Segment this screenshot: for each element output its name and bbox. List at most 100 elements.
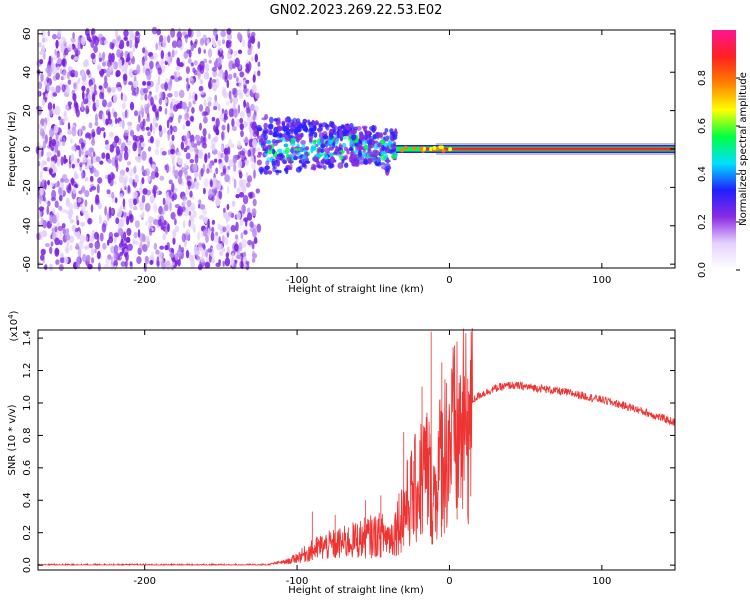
spectrogram-noise-blob — [147, 131, 151, 137]
spectrogram-noise-blob — [82, 98, 89, 105]
spectrogram-noise-blob — [224, 75, 228, 83]
spectrogram-noise-blob — [188, 92, 192, 100]
spectrogram-noise-blob — [119, 193, 124, 199]
spectrogram-transition-blob — [285, 138, 289, 142]
spectrogram-transition-blob — [315, 164, 321, 168]
spectrogram-noise-blob — [77, 36, 81, 46]
spectrogram-noise-blob — [58, 116, 61, 121]
spectrogram-noise-blob — [227, 73, 233, 80]
spectrogram-noise-blob — [50, 146, 54, 151]
spectrogram-noise-blob — [249, 221, 254, 228]
snr-frame — [37, 329, 676, 571]
spectrogram-noise-blob — [108, 101, 113, 108]
spectrogram-noise-blob — [89, 235, 95, 243]
spectrogram-noise-blob — [134, 240, 140, 245]
colorbar-tick-label: 0.2 — [697, 214, 708, 230]
spectrogram-noise-blob — [119, 59, 122, 69]
spectrogram-noise-blob — [74, 70, 79, 78]
spectrogram-noise-blob — [153, 218, 159, 226]
spectrogram-noise-blob — [58, 187, 63, 196]
spectrogram-transition-blob — [290, 147, 295, 154]
spectrogram-noise-blob — [105, 139, 109, 146]
spectrogram-noise-blob — [222, 260, 225, 267]
spectrogram-noise-blob — [89, 175, 94, 182]
spectrogram-noise-blob — [218, 181, 222, 190]
spectrogram-transition-blob — [259, 168, 263, 175]
spectrogram-noise-blob — [52, 108, 57, 115]
spectrogram-transition-blob — [289, 130, 293, 134]
spectrogram-transition-blob — [380, 154, 385, 161]
spectrogram-noise-blob — [224, 109, 228, 117]
spectrogram-transition-blob — [296, 126, 302, 133]
spectrogram-transition-blob — [277, 153, 283, 157]
spectrogram-noise-blob — [140, 95, 144, 101]
spectrogram-noise-blob — [239, 123, 244, 131]
spectrogram-transition-blob — [297, 166, 301, 170]
spectrogram-noise-blob — [194, 154, 199, 164]
spectrogram-noise-blob — [189, 190, 193, 198]
spectrogram-noise-blob — [48, 55, 52, 66]
spectrogram-noise-blob — [111, 42, 115, 49]
spectrogram-noise-blob — [204, 153, 208, 164]
spectrogram-noise-blob — [90, 186, 97, 191]
spectrogram-noise-blob — [94, 36, 99, 46]
spectrogram-transition-blob — [391, 154, 397, 160]
spectrogram-noise-blob — [207, 96, 213, 102]
spectrogram-transition-blob — [285, 122, 292, 128]
spectrogram-noise-blob — [207, 248, 213, 253]
spectrogram-y-tick-label: -20 — [22, 179, 33, 195]
spectrogram-noise-blob — [86, 69, 90, 76]
spectrogram-noise-blob — [159, 35, 164, 43]
snr-y-tick-label: 1.0 — [22, 395, 33, 411]
spectrogram-noise-blob — [209, 168, 213, 174]
spectrogram-noise-blob — [167, 35, 171, 43]
spectrogram-noise-blob — [103, 264, 110, 269]
spectrogram-noise-blob — [229, 96, 233, 104]
spectrogram-transition-blob — [277, 126, 284, 131]
spectrogram-noise-blob — [176, 31, 182, 40]
spectrogram-noise-blob — [80, 101, 84, 111]
spectrogram-noise-blob — [94, 121, 99, 127]
snr-panel: -200 -100 0 100 0.0 0.2 0.4 0.6 0.8 1.0 1.2 1.4 He… — [7, 310, 676, 596]
spectrogram-noise-blob — [215, 167, 219, 175]
spectrogram-noise-blob — [191, 107, 195, 114]
spectrogram-noise-blob — [159, 215, 164, 223]
spectrogram-noise-blob — [144, 93, 148, 101]
spectrogram-noise-blob — [226, 185, 230, 195]
spectrogram-noise-blob — [91, 94, 95, 101]
spectrogram-noise-blob — [129, 201, 133, 209]
spectrogram-noise-blob — [176, 208, 181, 217]
colorbar-tick-label: 0.6 — [697, 118, 708, 134]
spectrogram-noise-blob — [204, 261, 211, 269]
spectrogram-noise-blob — [110, 245, 116, 254]
spectrogram-noise-blob — [148, 216, 153, 224]
spectrogram-noise-blob — [215, 231, 219, 236]
spectrogram-noise-blob — [107, 158, 112, 164]
spectrogram-noise-blob — [146, 70, 152, 81]
spectrogram-noise-blob — [155, 42, 158, 51]
spectrogram-transition-blob — [272, 133, 279, 138]
spectrogram-noise-blob — [225, 252, 229, 259]
spectrogram-noise-blob — [171, 98, 176, 105]
spectrogram-noise-blob — [237, 255, 242, 260]
spectrogram-noise-blob — [163, 35, 167, 43]
spectrogram-transition-blob — [285, 167, 289, 175]
spectrogram-noise-blob — [84, 210, 90, 221]
spectrogram-noise-blob — [211, 36, 215, 46]
spectrogram-transition-blob — [354, 142, 359, 147]
spectrogram-noise-blob — [198, 199, 202, 205]
spectrogram-noise-blob — [256, 223, 262, 233]
spectrogram-noise-blob — [208, 188, 214, 198]
spectrogram-noise-blob — [73, 82, 77, 90]
spectrogram-transition-blob — [341, 159, 345, 164]
spectrogram-noise-blob — [202, 207, 208, 216]
colorbar: 0.0 0.2 0.4 0.6 0.8 Normalized spectral ampl… — [697, 30, 749, 278]
spectrogram-noise-blob — [67, 101, 73, 106]
spectrogram-noise-blob — [149, 195, 155, 204]
spectrogram-x-ticks: -200 -100 0 100 — [133, 30, 611, 286]
spectrogram-noise-blob — [145, 221, 149, 226]
spectrogram-noise-blob — [248, 192, 254, 199]
spectrogram-noise-blob — [176, 102, 182, 109]
spectrogram-noise-blob — [140, 107, 145, 114]
spectrogram-noise-blob — [56, 158, 61, 167]
